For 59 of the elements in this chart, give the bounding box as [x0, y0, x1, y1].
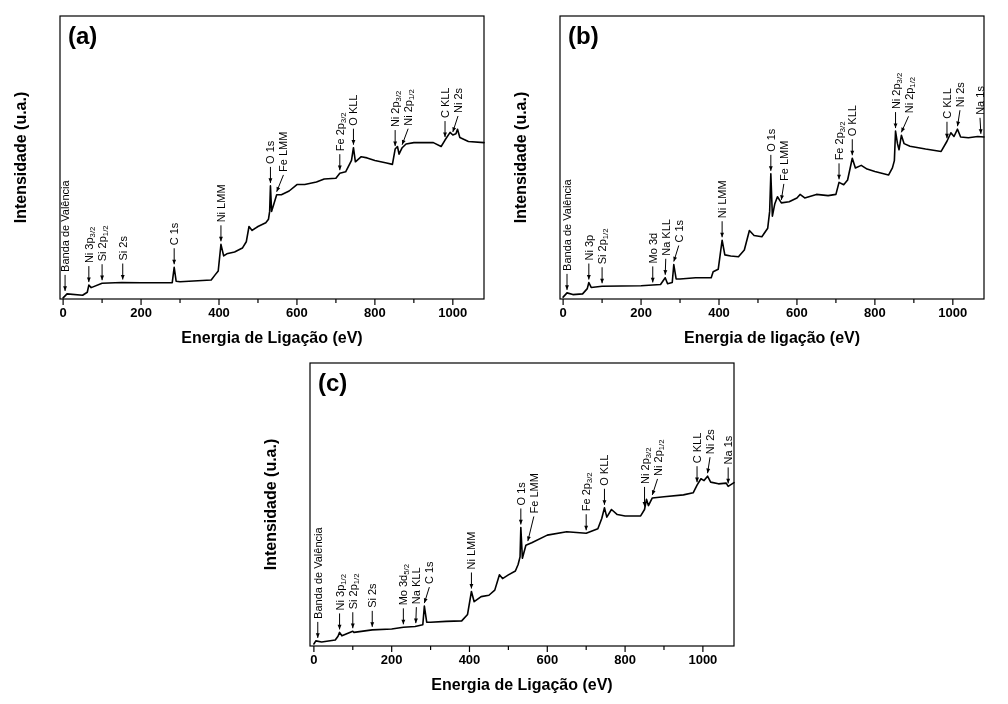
x-tick-label: 600 [286, 305, 308, 320]
y-axis-title: Intensidade (u.a.) [262, 438, 279, 571]
x-tick-label: 1000 [688, 652, 718, 667]
x-tick-label: 200 [630, 305, 652, 320]
annotation: Ni 2s [704, 428, 717, 455]
annotation: Ni LMM [716, 180, 729, 219]
annotation: C 1s [672, 219, 685, 243]
annotation: Fe LMM [777, 140, 790, 181]
x-tick-label: 400 [458, 652, 481, 667]
annotation: Si 2s [366, 582, 379, 608]
annotation: Ni LMM [214, 184, 227, 223]
annotation: Ni LMM [465, 531, 478, 570]
x-tick-label: 1000 [438, 305, 468, 320]
annotation: Banda de Valência [561, 178, 574, 271]
x-axis-title: Energia de Ligação (eV) [181, 329, 363, 346]
x-tick-label: 800 [614, 652, 636, 667]
annotation: Fe LMM [277, 131, 290, 172]
x-tick-label: 200 [380, 652, 403, 667]
annotation: C 1s [423, 560, 436, 585]
annotation: C KLL [691, 432, 704, 464]
annotation: Na KLL [410, 567, 423, 605]
chart-title: (b) [568, 22, 599, 49]
annotation: Na 1s [722, 435, 735, 465]
annotation: O 1s [764, 128, 777, 152]
x-axis-title: Energia de Ligação (eV) [431, 676, 613, 693]
chart-title: (c) [318, 369, 348, 396]
x-tick-label: 400 [208, 305, 230, 320]
annotation: O KLL [846, 105, 859, 137]
annotation: O KLL [598, 454, 611, 486]
annotation: Ni 2s [452, 87, 465, 113]
annotation: C 1s [168, 222, 181, 246]
x-tick-label: 0 [59, 305, 67, 320]
chart-title: (a) [68, 22, 98, 49]
annotation: Ni 2s [953, 81, 966, 108]
annotation: Si 2s [116, 235, 129, 261]
x-tick-label: 800 [864, 305, 886, 320]
annotation: O KLL [347, 94, 360, 126]
x-tick-label: 600 [536, 652, 559, 667]
annotation: Na KLL [659, 219, 672, 256]
annotation: C KLL [439, 87, 452, 119]
annotation: O 1s [264, 140, 277, 164]
y-axis-title: Intensidade (u.a.) [12, 91, 29, 224]
annotation: Banda de Valência [59, 179, 72, 272]
x-tick-label: 800 [364, 305, 386, 320]
y-axis-title: Intensidade (u.a.) [512, 91, 529, 224]
annotation: Na 1s [974, 85, 986, 115]
x-axis-title: Energia de ligação (eV) [683, 329, 861, 346]
x-tick-label: 600 [786, 305, 808, 320]
x-tick-label: 400 [708, 305, 730, 320]
annotation: Ni 3p [582, 234, 595, 261]
x-tick-label: 0 [310, 652, 318, 667]
x-tick-label: 1000 [938, 305, 968, 320]
annotation: O 1s [514, 481, 527, 506]
annotation: C KLL [940, 88, 953, 119]
x-tick-label: 200 [130, 305, 152, 320]
annotation: Mo 3d [646, 232, 659, 264]
annotation: Banda de Valência [311, 526, 324, 619]
x-tick-label: 0 [559, 305, 567, 320]
annotation: Fe LMM [527, 473, 540, 514]
